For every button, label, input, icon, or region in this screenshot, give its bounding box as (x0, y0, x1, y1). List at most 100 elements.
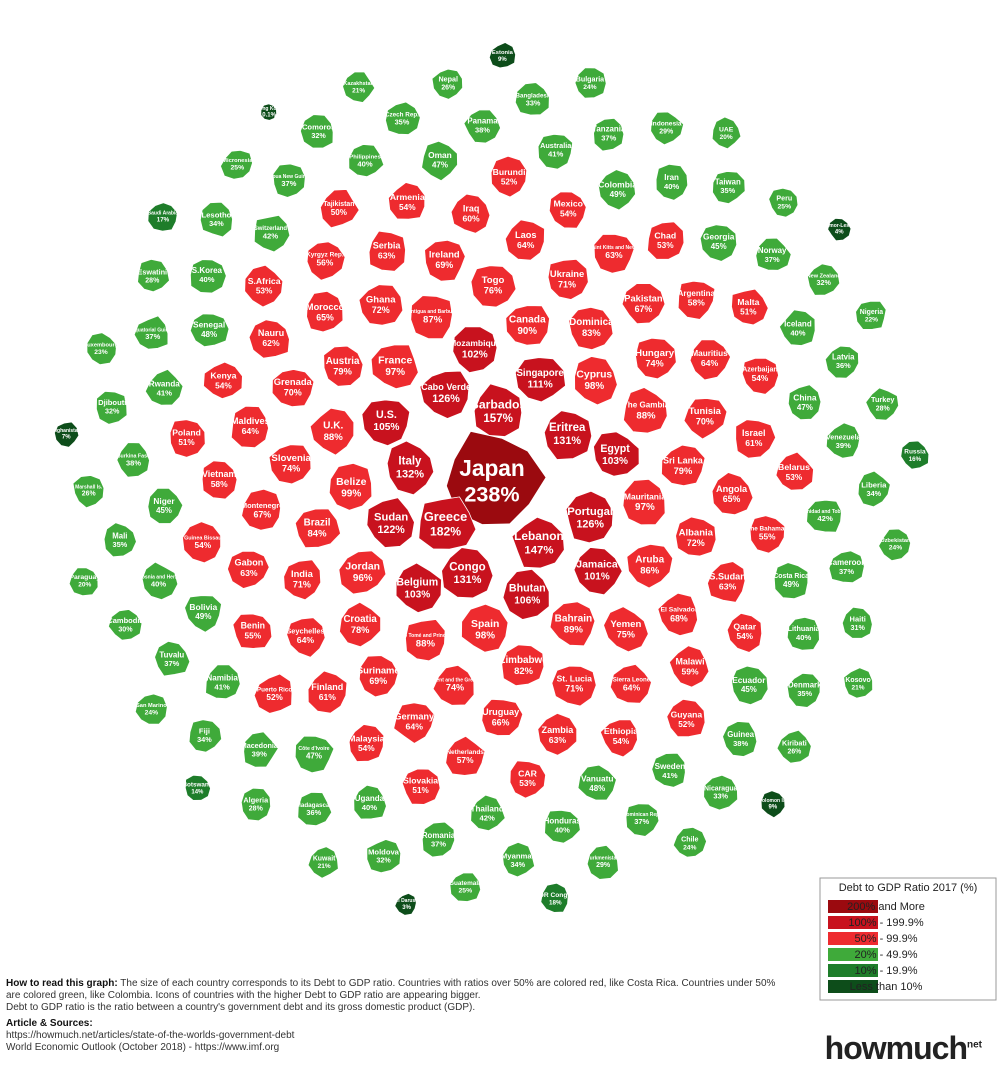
country-name: Zimbabwe (499, 655, 548, 666)
country-value: 53% (786, 472, 803, 482)
country-value: 37% (601, 133, 616, 142)
country-value: 55% (759, 532, 776, 542)
country-shape (306, 290, 344, 333)
country-shape (699, 224, 738, 262)
country-shape (668, 645, 710, 688)
country-value: 29% (596, 862, 611, 869)
legend-label: 10% - 19.9% (855, 965, 918, 977)
country-shape (683, 398, 728, 440)
country-shape (445, 430, 547, 525)
country-value: 126% (576, 518, 604, 530)
country-value: 63% (605, 250, 623, 260)
source: World Economic Outlook (October 2018) - … (6, 1042, 280, 1053)
country-name: Pakistan (624, 294, 663, 304)
country-shape (806, 499, 842, 533)
country-name: India (291, 568, 314, 579)
country-value: 54% (560, 208, 577, 218)
country-name: Kosovo (845, 677, 870, 684)
country-value: 7% (62, 435, 71, 441)
country-name: Montenegro (241, 501, 284, 510)
country-shape (184, 774, 211, 801)
country-value: 37% (431, 840, 446, 849)
country-shape (593, 234, 636, 274)
country-value: 63% (549, 735, 567, 745)
country-name: Tunisia (689, 405, 722, 416)
country-value: 88% (416, 639, 436, 650)
country-value: 25% (778, 203, 792, 210)
country-shape (405, 619, 446, 662)
country-name: Mali (112, 531, 127, 540)
country-name: Brunei Darussalam (384, 898, 430, 904)
definition: Debt to GDP ratio is the ratio between a… (6, 1002, 476, 1013)
country-shape (424, 239, 466, 282)
country-value: 42% (479, 814, 495, 823)
country-value: 26% (788, 748, 802, 755)
country-value: 67% (635, 304, 653, 314)
country-value: 24% (683, 844, 696, 851)
country-value: 36% (836, 361, 851, 370)
country-value: 33% (713, 792, 728, 801)
country-shape (711, 472, 754, 516)
country-shape (735, 419, 777, 459)
country-shape (711, 116, 742, 150)
country-shape (432, 664, 475, 706)
country-shape (537, 133, 574, 170)
country-name: Uzbekistan (880, 538, 911, 544)
country-name: Mozambique (449, 338, 501, 348)
country-name: Suriname (357, 665, 400, 676)
country-name: Guinea (727, 730, 754, 739)
country-shape (323, 345, 364, 387)
country-shape (806, 263, 841, 296)
country-shape (144, 368, 184, 406)
country-value: 25% (231, 165, 245, 172)
country-name: Germany (394, 711, 435, 721)
country-value: 51% (412, 786, 429, 795)
country-shape (103, 522, 137, 558)
country-value: 39% (836, 441, 851, 450)
country-name: Tanzania (592, 125, 626, 134)
country-name: Eswatini (137, 267, 167, 276)
country-value: 52% (266, 693, 283, 702)
country-shape (319, 189, 360, 229)
source: https://howmuch.net/articles/state-of-th… (6, 1030, 295, 1041)
country-value: 79% (333, 367, 352, 377)
country-value: 48% (201, 330, 217, 339)
country-name: Laos (515, 230, 536, 240)
country-shape (731, 665, 769, 706)
country-name: El Salvador (660, 607, 697, 614)
country-value: 21% (852, 684, 865, 691)
country-value: 98% (475, 630, 495, 641)
legend-label: Less than 10% (850, 981, 923, 993)
country-name: Yemen (610, 619, 641, 630)
country-shape (677, 280, 716, 320)
country-name: Norway (758, 246, 787, 255)
country-shape (260, 103, 278, 121)
country-name: Lithuania (788, 624, 821, 633)
country-name: Comoros (302, 123, 335, 132)
country-value: 54% (215, 380, 232, 390)
country-value: 182% (430, 524, 461, 538)
country-value: 111% (528, 380, 553, 391)
country-shape (586, 844, 619, 880)
country-name: Chile (681, 835, 698, 843)
country-shape (726, 612, 763, 653)
country-name: Argentina (678, 289, 716, 298)
country-value: 41% (662, 771, 678, 780)
legend-swatch (828, 916, 878, 929)
country-shape (855, 300, 887, 330)
country-name: CAR (518, 768, 538, 778)
country-shape (366, 497, 415, 548)
country-value: 64% (701, 358, 719, 368)
country-name: Vanuatu (581, 774, 614, 784)
country-name: Bangladesh (516, 92, 551, 99)
country-value: 20% (78, 582, 91, 589)
country-shape (621, 283, 666, 325)
country-name: Belarus (778, 462, 810, 472)
country-name: Angola (716, 484, 748, 494)
country-shape (401, 768, 441, 805)
country-shape (544, 809, 581, 844)
country-shape (502, 568, 550, 620)
country-value: 55% (245, 630, 262, 640)
country-name: Turkmenistan (587, 855, 619, 861)
country-shape (825, 422, 861, 459)
